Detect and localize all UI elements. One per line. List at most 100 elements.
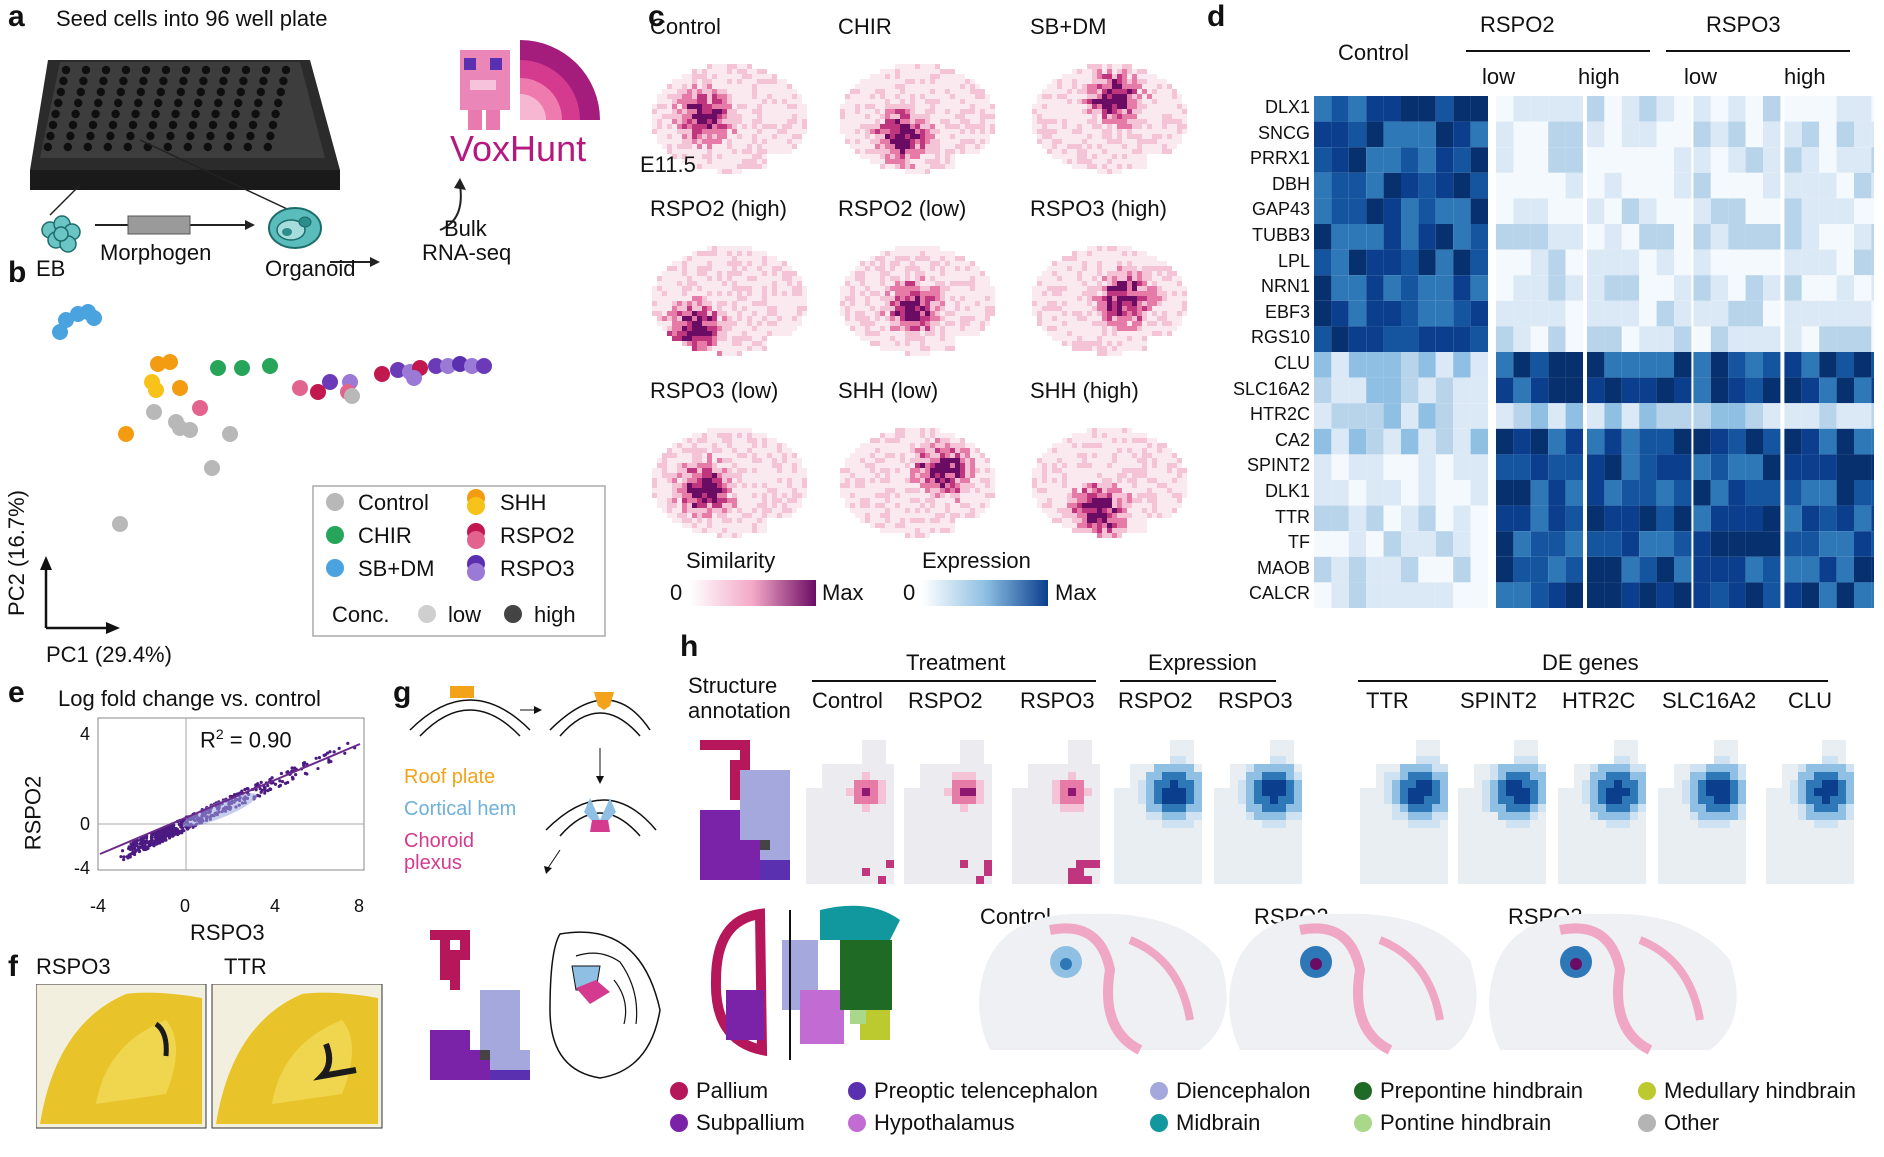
heatmap-cell	[1418, 505, 1436, 532]
lfc-point	[270, 776, 274, 780]
heatmap-cell	[1784, 454, 1802, 480]
similarity-map	[1032, 64, 1187, 174]
heatmap-cell	[1801, 454, 1820, 480]
heatmap-cell	[1639, 326, 1657, 352]
h-voxel-map	[904, 740, 992, 884]
heatmap-cell	[1604, 224, 1622, 250]
heatmap-cell	[1871, 377, 1874, 404]
heatmap-cell	[1418, 326, 1436, 352]
panel-label-e: e	[8, 676, 25, 709]
annotation-voxel	[440, 1030, 450, 1040]
heatmap-cell	[1435, 198, 1454, 224]
well	[276, 87, 285, 97]
voxhunt-logo-text: VoxHunt	[450, 128, 587, 169]
annotation-voxel	[490, 1060, 500, 1070]
heatmap-cell	[1513, 300, 1531, 327]
heatmap-cell	[1548, 556, 1566, 583]
heatmap-cell	[1366, 454, 1384, 480]
annotation-voxel	[480, 1050, 490, 1060]
organoid-icon	[268, 207, 322, 249]
well	[219, 76, 228, 86]
similarity-map	[652, 64, 807, 174]
heatmap-cell	[1693, 377, 1711, 404]
heatmap-cell	[1314, 556, 1332, 583]
well	[146, 131, 155, 141]
heatmap-cell	[1513, 480, 1531, 506]
heatmap-cell	[1383, 172, 1401, 199]
heatmap-cell	[1435, 172, 1454, 199]
legend-swatch	[1150, 1114, 1168, 1132]
well	[236, 87, 245, 97]
heatmap-cell	[1745, 582, 1763, 608]
gene-label: TF	[1288, 532, 1310, 553]
heatmap-cell	[1871, 147, 1874, 173]
well	[136, 87, 145, 97]
panel-label-f: f	[8, 950, 18, 983]
well	[201, 65, 211, 75]
heatmap-cell	[1348, 377, 1367, 404]
heatmap-cell	[1548, 275, 1566, 301]
heatmap-cell	[1470, 172, 1488, 199]
heatmap-cell	[1366, 582, 1384, 608]
gene-label: DBH	[1271, 173, 1310, 194]
well	[163, 142, 172, 152]
heatmap-cell	[1801, 224, 1820, 250]
lfc-point	[259, 780, 263, 784]
heatmap-cell	[1801, 249, 1820, 276]
heatmap-cell	[1639, 275, 1657, 301]
pca-point	[310, 384, 326, 400]
pca-point	[58, 312, 74, 328]
heatmap-cell	[1587, 147, 1605, 173]
heatmap-cell	[1763, 531, 1781, 557]
heatmap-cell	[1801, 428, 1820, 455]
heatmap-cell	[1418, 300, 1436, 327]
heatmap-cell	[1836, 96, 1854, 122]
well	[186, 131, 195, 141]
heatmap-cell	[1728, 582, 1746, 608]
well	[76, 87, 85, 97]
gene-label: TTR	[1275, 506, 1310, 527]
legend-swatch	[1638, 1114, 1656, 1132]
heatmap-cell	[1401, 326, 1419, 352]
heatmap-cell	[1418, 377, 1436, 404]
well	[56, 87, 65, 97]
well	[66, 131, 75, 141]
heatmap-cell	[1496, 352, 1514, 378]
annotation-voxel	[480, 1000, 490, 1010]
heatmap-cell	[1348, 505, 1367, 532]
heatmap-cell	[1383, 147, 1401, 173]
heatmap-rspo2-label: RSPO2	[1480, 12, 1555, 37]
well	[71, 109, 80, 119]
heatmap-cell	[1836, 172, 1854, 199]
annotation-voxel	[460, 1070, 470, 1080]
well	[248, 120, 258, 130]
heatmap-cell	[1710, 582, 1729, 608]
h-column-label: HTR2C	[1562, 688, 1636, 713]
heatmap-cell	[1366, 198, 1384, 224]
pca-point	[390, 362, 406, 378]
annotation-voxel	[490, 990, 500, 1000]
heatmap-cell	[1656, 96, 1674, 122]
heatmap-cell	[1587, 326, 1605, 352]
ytick-4: 4	[80, 724, 91, 744]
heatmap-cell	[1674, 403, 1692, 429]
legend-sbdm: SB+DM	[358, 556, 435, 581]
pca-point	[344, 388, 360, 404]
well	[239, 76, 248, 86]
heatmap-cell	[1470, 428, 1488, 455]
pca-point	[172, 420, 188, 436]
similarity-map	[652, 246, 807, 356]
annotation-voxel	[510, 1060, 520, 1070]
heatmap-cell	[1418, 531, 1436, 557]
heatmap-cell	[1453, 505, 1471, 532]
heatmap-cell	[1656, 275, 1674, 301]
heatmap-cell	[1854, 275, 1872, 301]
heatmap-cell	[1496, 403, 1514, 429]
xtick-neg4: -4	[90, 896, 107, 916]
heatmap-cell	[1836, 121, 1854, 148]
heatmap-cell	[1604, 531, 1622, 557]
heatmap-cell	[1836, 275, 1854, 301]
annotation-voxel	[440, 950, 450, 960]
h-voxel-map	[1114, 740, 1202, 884]
heatmap-cell	[1587, 531, 1605, 557]
